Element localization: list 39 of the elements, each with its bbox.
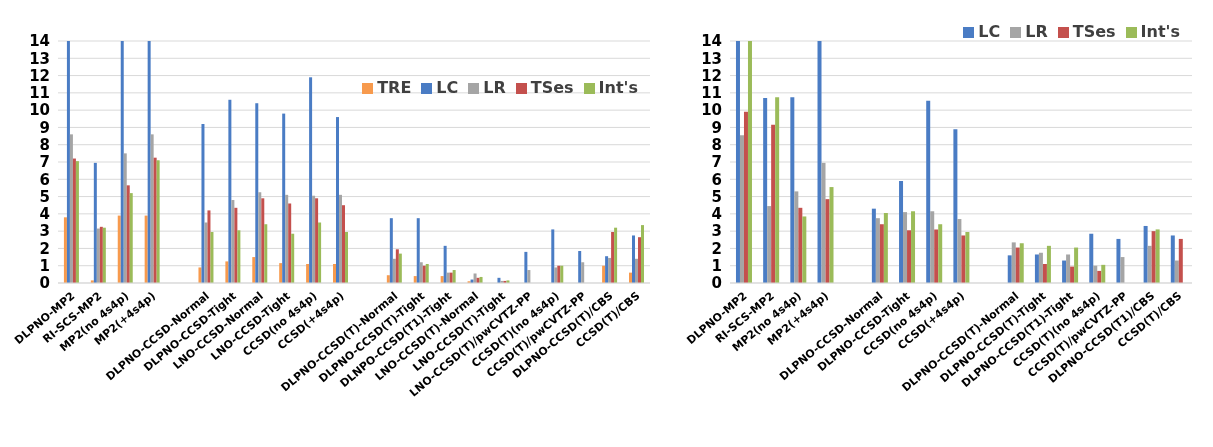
legend-label: Int's	[1140, 22, 1180, 41]
y-tick-label: 3	[39, 222, 50, 241]
y-tick-label: 5	[711, 187, 722, 206]
y-tick-label: 0	[39, 274, 50, 293]
y-tick-label: 0	[711, 274, 722, 293]
y-tick-label: 3	[711, 222, 722, 241]
y-tick-label: 9	[711, 118, 722, 137]
y-tick-label: 6	[39, 170, 50, 189]
y-tick-label: 12	[29, 66, 50, 85]
y-tick-label: 2	[39, 239, 50, 258]
y-tick-label: 14	[701, 32, 722, 51]
y-tick-label: 8	[711, 136, 722, 155]
y-tick-label: 1	[39, 257, 50, 276]
y-tick-label: 6	[711, 170, 722, 189]
y-tick-label: 10	[29, 101, 50, 120]
legend-label: LR	[1025, 22, 1048, 41]
legend-label: TSes	[1072, 22, 1116, 41]
y-tick-label: 11	[701, 84, 722, 103]
y-tick-label: 4	[711, 205, 722, 224]
legend-label: TRE	[377, 78, 412, 97]
y-tick-label: 4	[39, 205, 50, 224]
y-tick-label: 13	[29, 49, 50, 68]
y-tick-label: 2	[711, 239, 722, 258]
legend-label: LC	[436, 78, 459, 97]
y-tick-label: 13	[701, 49, 722, 68]
y-tick-label: 14	[29, 32, 50, 51]
y-tick-label: 5	[39, 187, 50, 206]
y-tick-label: 12	[701, 66, 722, 85]
y-tick-label: 7	[711, 153, 722, 172]
legend-label: Int's	[598, 78, 638, 97]
legend-label: TSes	[530, 78, 574, 97]
y-tick-label: 7	[39, 153, 50, 172]
y-tick-label: 11	[29, 84, 50, 103]
y-tick-label: 10	[701, 101, 722, 120]
legend-label: LC	[978, 22, 1001, 41]
y-tick-label: 8	[39, 136, 50, 155]
y-tick-label: 9	[39, 118, 50, 137]
legend-label: LR	[483, 78, 506, 97]
y-tick-label: 1	[711, 257, 722, 276]
